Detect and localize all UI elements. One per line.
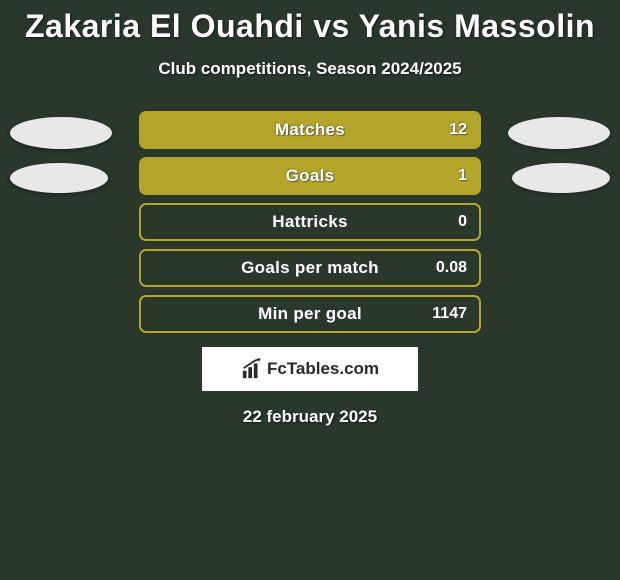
stat-row: Goals per match0.08 <box>139 249 481 287</box>
stat-rows: Matches12 Goals1 Hattricks0 Goals per match… <box>139 111 481 333</box>
logo-box[interactable]: FcTables.com <box>202 347 418 391</box>
stat-value: 0 <box>458 213 467 231</box>
page-title: Zakaria El Ouahdi vs Yanis Massolin <box>0 8 620 45</box>
stat-value: 12 <box>449 121 467 139</box>
stat-label: Goals <box>141 166 479 186</box>
stat-label: Goals per match <box>141 258 479 278</box>
page-subtitle: Club competitions, Season 2024/2025 <box>0 59 620 79</box>
stat-row: Goals1 <box>139 157 481 195</box>
player1-avatar-2 <box>10 163 108 193</box>
logo-inner: FcTables.com <box>241 358 379 380</box>
stat-value: 1147 <box>432 305 467 323</box>
player2-avatar-2 <box>512 163 610 193</box>
date-label: 22 february 2025 <box>0 407 620 427</box>
comparison-card: Zakaria El Ouahdi vs Yanis Massolin Club… <box>0 0 620 427</box>
chart-icon <box>241 358 263 380</box>
stat-row: Hattricks0 <box>139 203 481 241</box>
player2-avatar <box>508 117 610 149</box>
stat-row: Min per goal1147 <box>139 295 481 333</box>
stat-label: Min per goal <box>141 304 479 324</box>
player1-avatar <box>10 117 112 149</box>
stats-area: Matches12 Goals1 Hattricks0 Goals per match… <box>0 111 620 333</box>
stat-value: 0.08 <box>436 259 467 277</box>
logo-text: FcTables.com <box>267 359 379 379</box>
stat-value: 1 <box>458 167 467 185</box>
stat-label: Hattricks <box>141 212 479 232</box>
stat-row: Matches12 <box>139 111 481 149</box>
stat-label: Matches <box>141 120 479 140</box>
